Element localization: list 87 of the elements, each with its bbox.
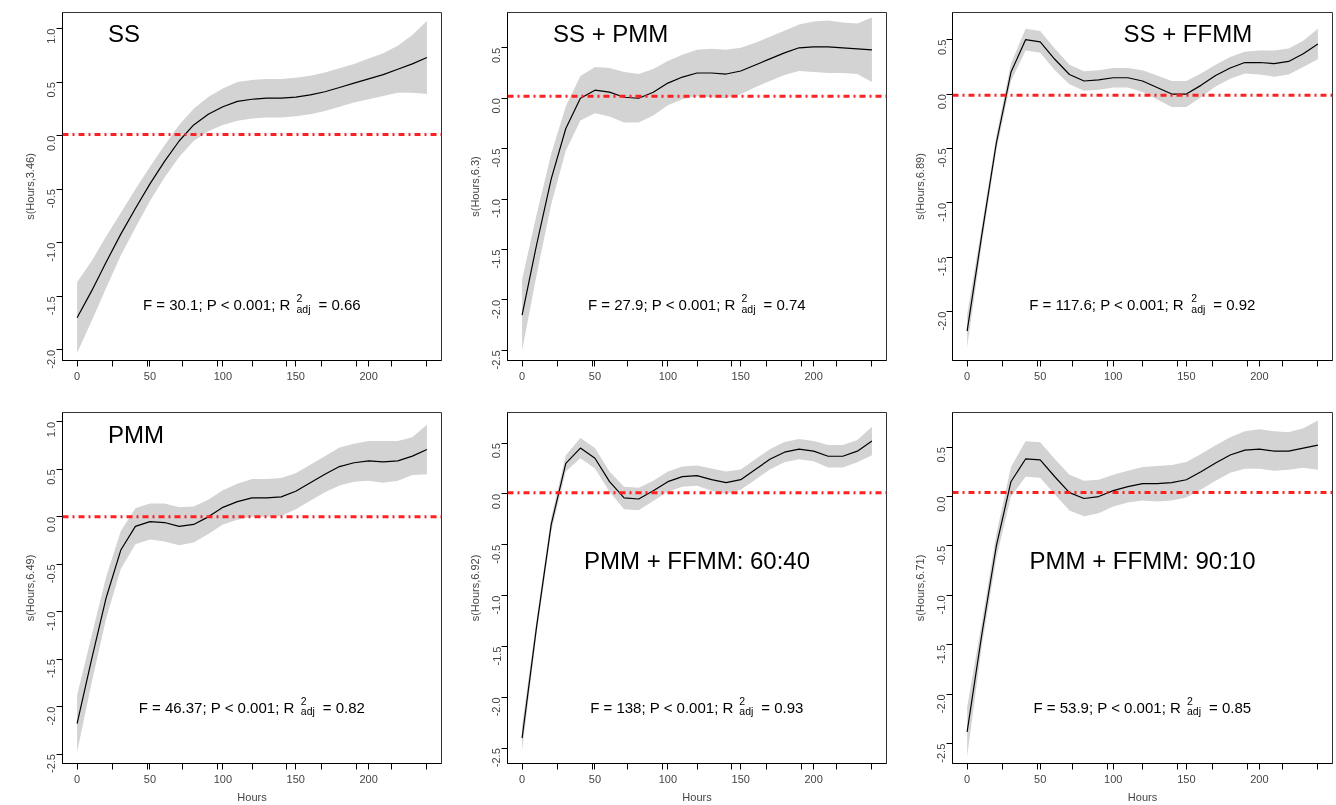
y-axis-title: s(Hours,3.46) — [23, 153, 36, 220]
x-tick-label: 50 — [143, 369, 157, 382]
y-tick-label: 0.5 — [935, 39, 948, 55]
y-tick-label: 1.0 — [45, 421, 58, 438]
y-tick-label: -1.0 — [935, 595, 948, 615]
y-tick-label: -1.5 — [490, 646, 503, 666]
y-tick-label: -2.5 — [45, 754, 58, 773]
x-axis-title: Hours — [237, 790, 268, 803]
chart-title: SS — [107, 20, 140, 48]
y-tick-label: -0.5 — [45, 564, 58, 584]
y-tick-label: 0.0 — [490, 493, 503, 510]
x-tick-label: 50 — [1034, 369, 1047, 382]
y-tick-label: -1.0 — [45, 242, 58, 262]
x-tick-label: 100 — [658, 369, 678, 382]
y-tick-label: -1.5 — [45, 659, 58, 679]
x-tick-label: 100 — [1104, 772, 1123, 785]
x-tick-label: 50 — [588, 772, 602, 785]
y-tick-label: 0.0 — [935, 496, 948, 512]
x-tick-label: 100 — [213, 369, 233, 382]
y-tick-label: -2.0 — [45, 706, 58, 726]
x-axis-title: Hours — [682, 790, 713, 803]
y-tick-label: 0.5 — [490, 47, 503, 64]
x-tick-label: 0 — [964, 369, 971, 382]
x-tick-label: 100 — [658, 772, 678, 785]
chart-title: SS + FFMM — [1123, 20, 1253, 48]
y-tick-label: -2.5 — [490, 748, 503, 768]
x-tick-label: 50 — [143, 772, 157, 785]
x-tick-label: 100 — [1104, 369, 1123, 382]
y-tick-label: -1.5 — [490, 249, 503, 269]
y-tick-label: -2.0 — [935, 311, 948, 331]
x-tick-label: 100 — [213, 772, 233, 785]
y-tick-label: -1.0 — [45, 611, 58, 631]
y-tick-label: 0.5 — [935, 447, 948, 463]
y-tick-label: -0.5 — [490, 544, 503, 564]
y-tick-label: -1.0 — [490, 199, 503, 219]
x-tick-label: 150 — [731, 369, 750, 382]
y-tick-label: 0.0 — [935, 94, 948, 110]
x-tick-label: 0 — [74, 369, 81, 382]
y-tick-label: -2.0 — [935, 694, 948, 714]
y-tick-label: -1.0 — [935, 202, 948, 222]
chart-title: SS + PMM — [552, 20, 669, 48]
y-tick-label: -1.0 — [490, 595, 503, 615]
x-tick-label: 200 — [359, 369, 378, 382]
x-tick-label: 150 — [286, 772, 305, 785]
y-tick-label: -2.5 — [490, 350, 503, 370]
chart-title: PMM — [107, 420, 164, 448]
x-tick-label: 0 — [519, 772, 526, 785]
y-tick-label: -2.0 — [490, 697, 503, 717]
y-tick-label: -1.5 — [935, 257, 948, 277]
y-tick-label: -2.0 — [45, 349, 58, 369]
y-tick-label: -0.5 — [935, 148, 948, 168]
y-axis-title: s(Hours,6.49) — [23, 554, 36, 622]
x-tick-label: 200 — [804, 369, 823, 382]
y-tick-label: -2.5 — [935, 743, 948, 763]
x-tick-label: 200 — [359, 772, 378, 785]
x-tick-label: 150 — [1177, 369, 1196, 382]
y-tick-label: 0.0 — [45, 135, 58, 151]
y-tick-label: 0.5 — [45, 82, 58, 98]
x-axis-title: Hours — [1127, 790, 1158, 803]
x-tick-label: 150 — [1177, 772, 1196, 785]
x-tick-label: 0 — [519, 369, 526, 382]
y-tick-label: 0.5 — [45, 469, 58, 485]
y-axis-title: s(Hours,6.89) — [913, 153, 926, 220]
y-tick-label: -1.5 — [935, 644, 948, 664]
x-tick-label: 200 — [1250, 772, 1269, 785]
x-tick-label: 200 — [1250, 369, 1269, 382]
y-tick-label: 1.0 — [45, 28, 58, 44]
y-tick-label: 0.0 — [490, 98, 503, 114]
y-tick-label: 0.0 — [45, 516, 58, 533]
y-tick-label: -0.5 — [935, 545, 948, 565]
y-tick-label: -1.5 — [45, 296, 58, 316]
x-tick-label: 0 — [964, 772, 971, 785]
y-tick-label: -0.5 — [490, 148, 503, 168]
x-tick-label: 150 — [731, 772, 750, 785]
x-tick-label: 50 — [588, 369, 602, 382]
y-tick-label: -0.5 — [45, 189, 58, 209]
x-tick-label: 0 — [74, 772, 81, 785]
x-tick-label: 150 — [286, 369, 305, 382]
y-axis-title: s(Hours,6.92) — [468, 554, 481, 622]
y-axis-title: s(Hours,6.3) — [468, 156, 481, 217]
text: PMM + FFMM: 90:10 — [1029, 546, 1256, 574]
y-axis-title: s(Hours,6.71) — [913, 554, 926, 622]
x-tick-label: 50 — [1034, 772, 1047, 785]
x-tick-label: 200 — [804, 772, 823, 785]
y-tick-label: 0.5 — [490, 443, 503, 459]
y-tick-label: -2.0 — [490, 299, 503, 319]
text: PMM + FFMM: 60:40 — [583, 546, 811, 574]
